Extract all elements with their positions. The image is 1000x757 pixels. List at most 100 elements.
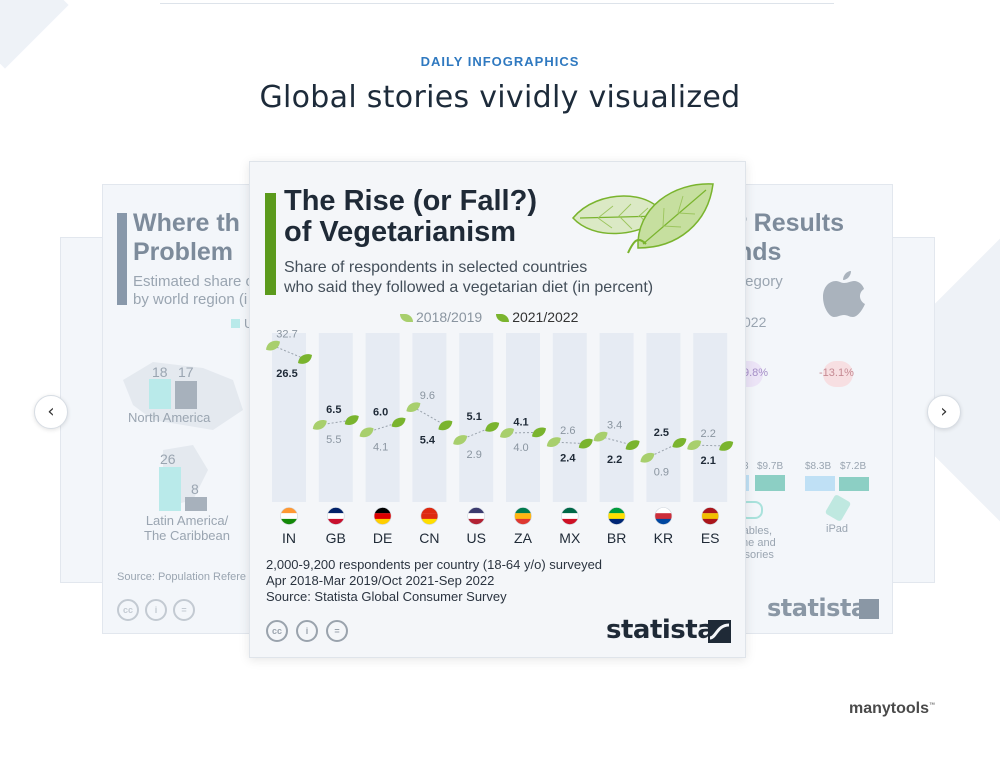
brand-name: manytools: [849, 700, 930, 717]
bar: [185, 497, 207, 511]
footnote-period: Apr 2018-Mar 2019/Oct 2021-Sep 2022: [266, 573, 495, 588]
data-point-2018: [266, 340, 280, 351]
bar: [839, 477, 869, 491]
trademark: ™: [929, 702, 936, 709]
data-point-2021: [298, 354, 312, 364]
bar-value: 26: [160, 451, 176, 467]
chart-subtitle-line: Share of respondents in selected countri…: [284, 259, 588, 276]
data-point-2021: [625, 440, 640, 451]
data-point-2021: [672, 437, 687, 448]
carousel-next-button[interactable]: ›: [927, 395, 961, 429]
attribution-icon: i: [145, 599, 167, 621]
legend-item-2018: 2018/2019: [400, 309, 482, 325]
leaves-illustration: [572, 183, 714, 254]
chart-column: [506, 333, 540, 502]
flag-icon-de: [373, 507, 392, 525]
bar: [149, 379, 171, 409]
card-subtitle: tegory: [742, 273, 783, 290]
wearables-icon: [743, 501, 763, 519]
carousel-card-right[interactable]: r Results nds tegory 022 9.8% -13.1% 3 $…: [742, 184, 893, 634]
chart-legend: 2018/2019 2021/2022: [400, 309, 578, 325]
bar-value: 8: [191, 481, 199, 497]
data-label-2018: 2.6: [560, 425, 575, 437]
chart-column: [646, 333, 681, 502]
flag-icon-kr: [654, 507, 673, 525]
data-point-2021: [532, 427, 546, 438]
bar-value: 18: [152, 364, 168, 380]
chart-title-line: of Vegetarianism: [284, 216, 517, 248]
country-label: GB: [326, 530, 346, 546]
card-title: nds: [743, 238, 782, 266]
bar: [175, 381, 197, 409]
flag-icon-es: [701, 507, 720, 525]
leaf-icon: [400, 314, 413, 323]
card-title: Where th: [133, 209, 240, 237]
category-label: iPad: [826, 523, 849, 535]
data-label-2021: 2.4: [560, 453, 576, 465]
data-label-2021: 5.1: [467, 411, 482, 423]
cc-icon: cc: [117, 599, 139, 621]
data-label-2018: 5.5: [326, 434, 341, 446]
data-point-2021: [438, 420, 453, 431]
accent-bar: [265, 193, 276, 295]
card-source: Source: Population Refere: [117, 571, 247, 583]
carousel-card-left[interactable]: Where th Problem Estimated share o by wo…: [102, 184, 252, 634]
legend-swatch: [231, 319, 240, 328]
data-label-2018: 4.0: [513, 442, 528, 454]
data-label-2021: 2.5: [654, 427, 669, 439]
data-point-2018: [687, 440, 702, 451]
country-label: US: [466, 530, 485, 546]
bar: [755, 475, 785, 491]
chart-title-line: The Rise (or Fall?): [284, 185, 537, 217]
carousel-card-main[interactable]: The Rise (or Fall?) of Vegetarianism Sha…: [249, 161, 746, 658]
data-label-2021: 6.0: [373, 406, 388, 418]
legend-label: U: [244, 316, 251, 331]
data-label-2018: 2.2: [701, 428, 716, 440]
data-point-2021: [344, 415, 359, 425]
legend-label: 2018/2019: [416, 309, 483, 325]
footnote-source: Source: Statista Global Consumer Survey: [266, 589, 507, 604]
card-subtitle: by world region (i: [133, 291, 248, 308]
country-label: DE: [373, 530, 392, 546]
flag-icon-gb: [327, 507, 345, 525]
data-label-2018: 3.4: [607, 420, 622, 432]
flag-icon-br: [607, 507, 626, 525]
carousel-prev-button[interactable]: ‹: [34, 395, 68, 429]
bar: [743, 475, 749, 491]
chart-column: [459, 333, 494, 502]
country-label: ES: [701, 530, 720, 546]
data-label-2018: 4.1: [373, 441, 388, 453]
section-headline: Global stories vividly visualized: [259, 80, 741, 115]
change-connector: [600, 436, 633, 446]
chart-column: [693, 333, 728, 502]
change-value: 9.8%: [743, 367, 769, 379]
chart-column: [552, 333, 587, 502]
data-point-2018: [500, 428, 514, 438]
card-title: Problem: [133, 238, 234, 266]
vegetarian-line-chart: 32.7 26.5 IN 5.5 6.5 GB 4.1 6.0 DE 9.6 5.4 CN 2.9 5.1…: [266, 329, 734, 546]
bar-value: $9.7B: [757, 461, 784, 472]
statista-logo-mark: [708, 620, 731, 643]
bar-value: $8.3B: [805, 461, 832, 472]
country-label: CN: [419, 530, 439, 546]
chart-title: The Rise (or Fall?) of Vegetarianism: [284, 186, 537, 248]
flag-icon-in: [280, 507, 298, 525]
data-point-2018: [640, 452, 655, 463]
chart-column: [365, 333, 400, 502]
country-label: MX: [559, 530, 581, 546]
data-point-2018: [312, 420, 327, 430]
data-label-2018: 32.7: [276, 329, 297, 341]
change-connector: [272, 345, 306, 360]
chart-column: [412, 333, 447, 502]
bar: [805, 476, 835, 491]
accent-bar: [117, 213, 127, 305]
country-label: IN: [282, 530, 296, 546]
manytools-logo: manytools™: [849, 700, 935, 718]
data-point-2021: [391, 417, 406, 428]
data-point-2021: [578, 438, 593, 449]
data-point-2018: [546, 437, 561, 447]
flag-icon-us: [467, 507, 485, 525]
data-label-2021: 4.1: [513, 416, 528, 428]
data-label-2021: 2.2: [607, 454, 622, 466]
chart-subtitle: Share of respondents in selected countri…: [284, 258, 653, 298]
